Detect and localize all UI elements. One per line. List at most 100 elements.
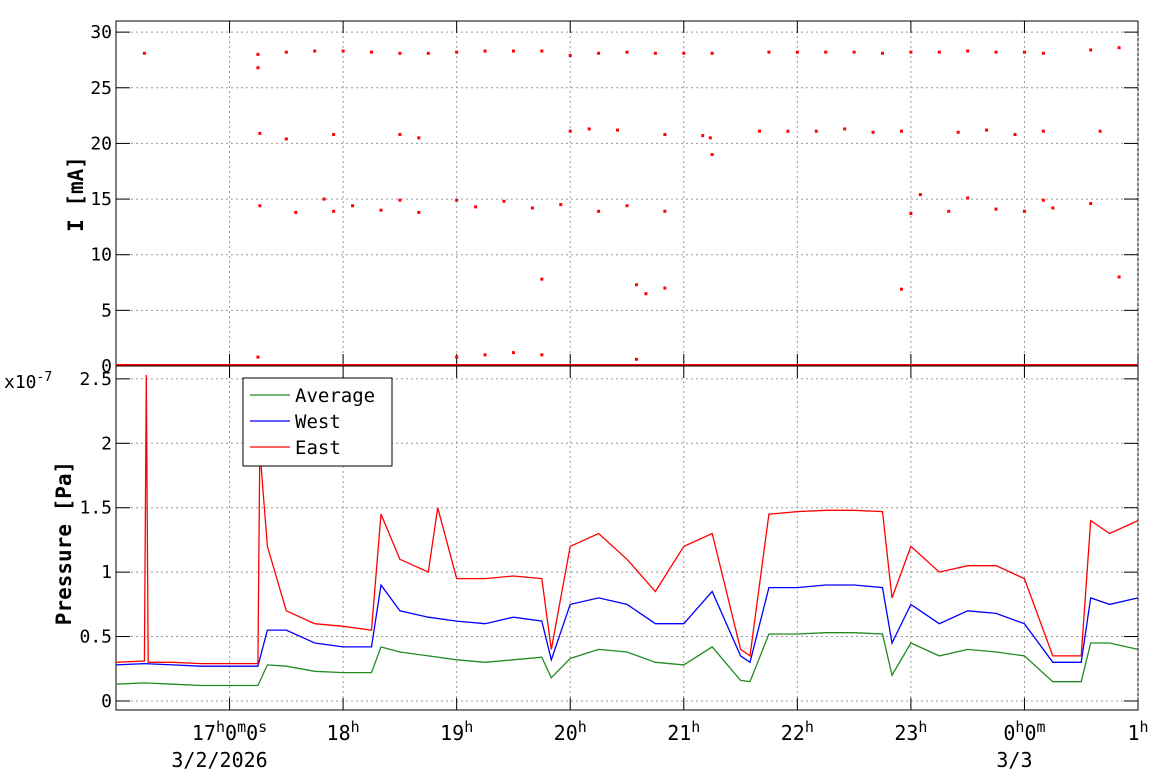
data-point <box>899 287 903 291</box>
tick-unit: h <box>1140 718 1149 736</box>
series-line-east <box>115 374 1139 665</box>
x-tick-label: 22h <box>781 718 814 745</box>
y-tick-label: 0 <box>101 691 112 712</box>
data-point <box>258 131 262 135</box>
data-point <box>947 209 951 213</box>
data-point <box>332 133 336 137</box>
tick-unit: m <box>1036 718 1045 736</box>
tick-unit: h <box>578 718 587 736</box>
data-point <box>474 205 478 209</box>
data-point <box>540 277 544 281</box>
data-point <box>625 50 629 54</box>
pressure-lines <box>115 374 1139 687</box>
tick-unit: h <box>216 718 225 736</box>
data-point <box>710 51 714 55</box>
data-point <box>966 196 970 200</box>
tick-value: 20 <box>554 721 578 745</box>
data-point <box>909 50 913 54</box>
tick-unit: h <box>691 718 700 736</box>
data-point <box>871 130 875 134</box>
data-point <box>483 49 487 53</box>
data-point <box>701 134 705 138</box>
y-tick-label: 2 <box>101 433 112 454</box>
data-point <box>426 51 430 55</box>
y-tick-label: 10 <box>90 245 112 266</box>
series-line-west <box>115 583 1139 667</box>
data-point <box>540 353 544 357</box>
data-point <box>568 129 572 133</box>
data-point <box>455 50 459 54</box>
data-point <box>843 127 847 131</box>
x-tick-label: 1h <box>1127 718 1148 745</box>
tick-value: 18 <box>327 721 351 745</box>
data-point <box>708 136 712 140</box>
pressure-y-label: Pressure [Pa] <box>52 461 76 625</box>
y-multiplier-exp: -7 <box>37 370 53 385</box>
y-multiplier: x10-7 <box>4 370 52 393</box>
x-tick-label: 18h <box>327 718 360 745</box>
y-tick-label: 30 <box>90 22 112 43</box>
tick-value: 21 <box>667 721 691 745</box>
data-point <box>710 153 714 157</box>
y-tick-label: 1 <box>101 562 112 583</box>
data-point <box>1089 48 1093 52</box>
data-point <box>511 49 515 53</box>
data-point <box>1117 275 1121 279</box>
y-tick-label: 0 <box>101 356 112 377</box>
tick-unit: h <box>464 718 473 736</box>
data-point <box>332 209 336 213</box>
x-tick-label: 20h <box>554 718 587 745</box>
data-point <box>994 50 998 54</box>
data-point <box>1022 50 1026 54</box>
tick-value: 22 <box>781 721 805 745</box>
y-multiplier-base: x10 <box>4 372 37 393</box>
tick-value: 23 <box>894 721 918 745</box>
data-point <box>530 206 534 210</box>
pressure-y-ticks: 0 0.5 1 1.5 2 2.5 <box>79 366 1139 712</box>
tick-value: 0 <box>225 721 237 745</box>
data-point <box>653 51 657 55</box>
data-point <box>417 210 421 214</box>
data-point <box>1041 51 1045 55</box>
x-date-label: 3/2/2026 <box>171 748 267 772</box>
data-point <box>597 51 601 55</box>
data-point <box>663 209 667 213</box>
series-line-average <box>115 632 1139 687</box>
data-point <box>909 212 913 216</box>
legend-label: Average <box>295 385 375 407</box>
data-point <box>1051 206 1055 210</box>
data-point <box>559 203 563 207</box>
data-point <box>256 66 260 70</box>
data-point <box>417 136 421 140</box>
data-point <box>1117 46 1121 50</box>
data-point <box>313 49 317 53</box>
data-point <box>985 128 989 132</box>
tick-unit: h <box>351 718 360 736</box>
tick-value: 17 <box>192 721 216 745</box>
x-tick-label: 23h <box>894 718 927 745</box>
current-y-label: I [mA] <box>64 156 88 232</box>
legend-label: East <box>295 437 341 459</box>
data-point <box>142 51 146 55</box>
data-point <box>379 208 383 212</box>
y-tick-label: 20 <box>90 133 112 154</box>
current-panel: 0 5 10 15 20 25 30 I [mA] <box>64 20 1139 377</box>
data-point <box>322 197 326 201</box>
tick-unit: h <box>1015 718 1024 736</box>
data-point <box>795 50 799 54</box>
data-point <box>398 51 402 55</box>
data-point <box>937 50 941 54</box>
tick-value: 19 <box>440 721 464 745</box>
legend-label: West <box>295 411 341 433</box>
x-tick-label: 19h <box>440 718 473 745</box>
y-tick-label: 0.5 <box>79 627 112 648</box>
data-point <box>258 204 262 208</box>
data-point <box>966 49 970 53</box>
x-tick-label: 0h0m <box>1003 718 1045 745</box>
data-point <box>956 130 960 134</box>
time-axis: 17h0m0s 18h 19h 20h 21h 22h 23h 0h0m 1h3/2/2026 3… <box>171 718 1148 772</box>
data-point <box>663 133 667 137</box>
data-point <box>351 204 355 208</box>
current-grid <box>116 21 1139 367</box>
